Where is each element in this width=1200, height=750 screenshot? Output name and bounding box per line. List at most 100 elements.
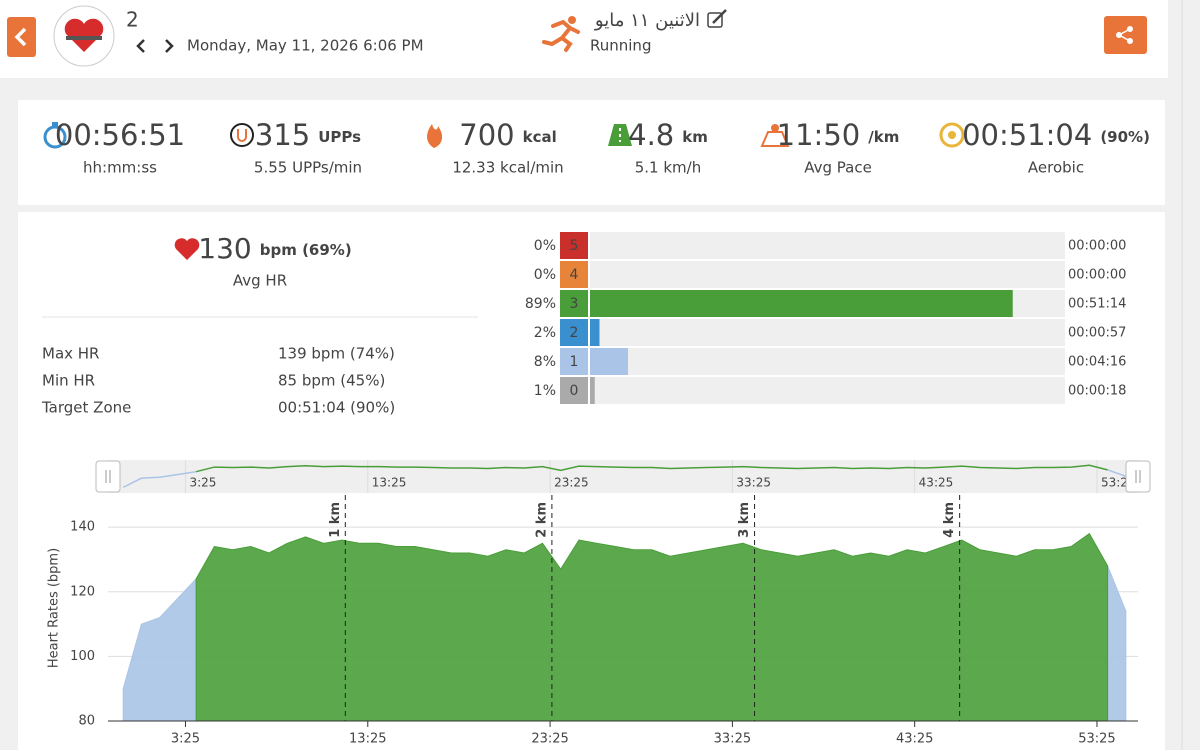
navigator-tick-label: 3:25	[189, 476, 216, 490]
zone-badge	[560, 319, 588, 346]
hr-row-label: Min HR	[42, 372, 95, 390]
zone-bar	[590, 348, 628, 375]
stat-number: 00:56:51	[55, 118, 185, 152]
stat-sub: 12.33 kcal/min	[452, 159, 563, 177]
prev-button[interactable]	[136, 39, 145, 53]
zone-bar	[590, 319, 600, 346]
stat-unit: (90%)	[1100, 128, 1150, 146]
avg-hr-label: Avg HR	[233, 272, 287, 290]
activity: Running	[590, 37, 651, 55]
zone-time: 00:04:16	[1068, 355, 1126, 370]
navigator-tick-label: 23:25	[554, 476, 589, 490]
zone-name: 3	[570, 296, 579, 312]
zone-badge	[560, 261, 588, 288]
navigator	[108, 460, 1138, 493]
handle-box	[95, 460, 121, 493]
x-tick-label: 23:25	[531, 732, 568, 747]
hr-row-value: 85 bpm (45%)	[278, 372, 385, 390]
x-tick-label: 3:25	[171, 732, 200, 747]
zone-share: 0%	[534, 267, 556, 283]
zone-bar	[590, 377, 595, 404]
stat-unit: km	[682, 128, 708, 146]
zone-bar	[590, 290, 1013, 317]
hr-row-value: 139 bpm (74%)	[278, 345, 395, 363]
zone-share: 2%	[534, 325, 556, 341]
stat-number: 4.8	[628, 118, 674, 152]
zone-name: 0	[570, 383, 579, 399]
stat-value: 315 UPPs	[255, 118, 361, 152]
km-label: 1 km	[328, 502, 343, 538]
zone-name: 5	[570, 238, 579, 254]
zone-badge	[560, 290, 588, 317]
stats-card	[18, 100, 1165, 205]
handle-grip	[105, 470, 111, 483]
zone-name: 1	[570, 354, 579, 370]
zone-time: 00:00:57	[1068, 326, 1126, 341]
stat-sub: Avg Pace	[804, 159, 872, 177]
x-tick-label: 53:25	[1078, 732, 1115, 747]
x-tick-label: 33:25	[714, 732, 751, 747]
zone-time: 00:00:00	[1068, 268, 1126, 283]
edit-icon[interactable]	[707, 9, 727, 28]
y-axis-label: Heart Rates (bpm)	[47, 548, 62, 668]
zone-name: 2	[570, 325, 579, 341]
stat-sub: 5.55 UPPs/min	[254, 159, 362, 177]
zone-time: 00:51:14	[1068, 297, 1126, 312]
x-tick-label: 13:25	[349, 732, 386, 747]
avg-hr-unit: bpm (69%)	[260, 241, 352, 259]
stat-unit: kcal	[523, 128, 557, 146]
y-tick-label: 80	[78, 714, 95, 729]
km-label: 3 km	[737, 502, 752, 538]
stat-number: 00:51:04	[962, 118, 1092, 152]
hr-row-label: Max HR	[42, 345, 99, 363]
handle-grip	[1135, 470, 1141, 483]
avg-hr-value: 130	[198, 232, 251, 265]
back-button[interactable]	[7, 17, 36, 57]
stat-value: 00:51:04 (90%)	[962, 118, 1150, 152]
navigator-handle[interactable]	[95, 460, 121, 493]
avatar[interactable]	[53, 5, 115, 67]
navigator-line	[122, 469, 1127, 489]
navigator-handle[interactable]	[1125, 460, 1151, 493]
navigator-tick-label: 33:25	[736, 476, 771, 490]
date: Monday, May 11, 2026 6:06 PM	[187, 37, 424, 55]
navigator-tick-label: 13:25	[372, 476, 407, 490]
hr-area	[195, 532, 1109, 722]
stat-number: 11:50	[777, 118, 861, 152]
stat-value: 700 kcal	[459, 118, 557, 152]
stat-sub: Aerobic	[1028, 159, 1084, 177]
stat-icons	[43, 122, 965, 149]
count: 2	[126, 8, 139, 32]
zone-name: 4	[570, 267, 579, 283]
next-button[interactable]	[165, 39, 174, 53]
zone-badge	[560, 377, 588, 404]
stat-number: 315	[255, 118, 310, 152]
share-button[interactable]	[1104, 16, 1147, 54]
x-tick-label: 43:25	[896, 732, 933, 747]
zone-badge	[560, 348, 588, 375]
stat-sub: 5.1 km/h	[635, 159, 701, 177]
avg-hr: 130 bpm (69%)	[198, 232, 351, 265]
zone-track	[590, 232, 1065, 259]
y-tick-label: 120	[70, 584, 95, 599]
zone-time: 00:00:18	[1068, 384, 1126, 399]
navigator-tick-label: 43:25	[919, 476, 954, 490]
hr-row-label: Target Zone	[41, 399, 131, 417]
stat-value: 00:56:51	[55, 118, 185, 152]
heart-icon	[174, 238, 200, 260]
stat-unit: /km	[868, 128, 899, 146]
zone-track	[590, 319, 1065, 346]
km-label: 4 km	[942, 502, 957, 538]
navigator-line	[195, 464, 1108, 473]
stat-value: 11:50/km	[777, 118, 900, 152]
stat-unit: UPPs	[318, 128, 361, 146]
y-tick-label: 140	[70, 520, 95, 535]
hr-row-value: 00:51:04 (90%)	[278, 399, 395, 417]
zone-track	[590, 348, 1065, 375]
stat-value: 4.8 km	[628, 118, 708, 152]
zone-share: 0%	[534, 238, 556, 254]
title: الاثنين ١١ مايو	[594, 10, 700, 31]
zone-share: 8%	[534, 354, 556, 370]
zone-track	[590, 377, 1065, 404]
